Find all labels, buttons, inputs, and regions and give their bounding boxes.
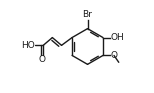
Text: Br: Br	[83, 11, 92, 19]
Text: O: O	[38, 55, 45, 64]
Text: HO: HO	[21, 41, 35, 50]
Text: OH: OH	[110, 33, 124, 42]
Text: O: O	[110, 51, 117, 60]
